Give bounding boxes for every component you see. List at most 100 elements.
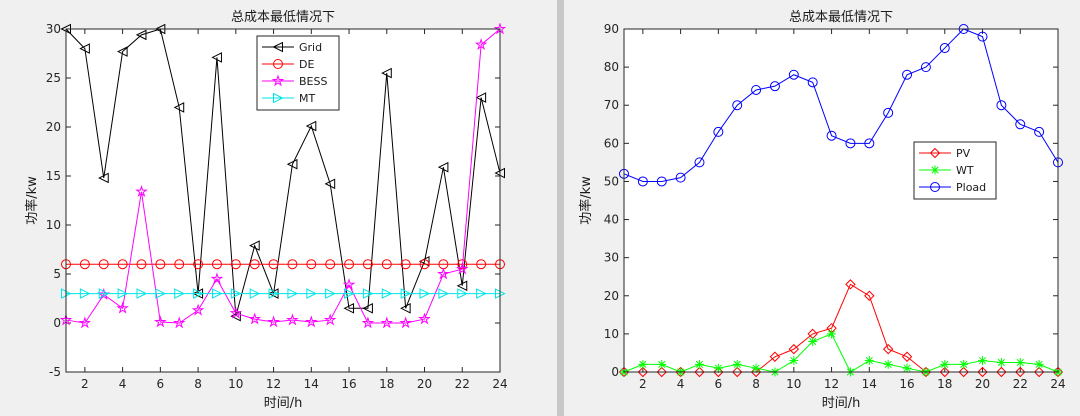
x-tick-label: 22: [455, 377, 470, 391]
y-tick-label: 10: [46, 218, 61, 232]
series-pv-point: [958, 366, 969, 378]
series-mt-point: [174, 288, 185, 299]
legend-label: Grid: [299, 41, 322, 54]
series-grid-point: [400, 302, 411, 314]
x-tick-label: 6: [157, 377, 165, 391]
x-tick-label: 8: [752, 377, 760, 391]
legend-label: PV: [956, 147, 971, 160]
legend: Grid DE BESS MT: [256, 35, 340, 111]
y-tick-label: 5: [53, 267, 61, 281]
series-wt-point: [902, 363, 912, 373]
x-tick-label: 16: [341, 377, 356, 391]
legend-label: BESS: [299, 75, 327, 88]
legend-item-mt: MT: [262, 92, 315, 105]
series-de-point: [419, 259, 430, 270]
axes-box: [65, 28, 501, 373]
series-pv-point: [845, 279, 856, 290]
series-de-point: [362, 259, 373, 270]
x-tick-label: 18: [379, 377, 394, 391]
series-grid-point: [230, 310, 241, 322]
x-tick-label: 22: [1013, 377, 1028, 391]
series-mt-point: [325, 288, 336, 299]
x-tick-label: 6: [715, 377, 723, 391]
series-pload-point: [788, 69, 799, 80]
series-bess-point: [154, 315, 167, 328]
series-pv-point: [788, 343, 800, 355]
series-pload-point: [1015, 119, 1026, 130]
legend-marker: [273, 59, 283, 69]
series-mt-point: [419, 288, 431, 299]
legend-label: MT: [299, 92, 315, 105]
legend-marker: [271, 74, 285, 87]
series-de-point: [306, 259, 317, 270]
x-axis-label: 时间/h: [264, 396, 303, 411]
series-bess-point: [455, 262, 469, 275]
series-grid-line: [65, 28, 501, 317]
x-tick-label: 12: [824, 377, 839, 391]
series-grid-point: [79, 43, 90, 54]
y-tick-label: 15: [46, 169, 61, 183]
y-tick-label: 0: [611, 365, 619, 379]
series-mt-point: [268, 288, 280, 299]
series-mt-point: [79, 288, 91, 299]
series-pload-point: [996, 100, 1007, 111]
series-grid-point: [116, 46, 128, 57]
x-tick-label: 4: [119, 377, 127, 391]
series-grid-point: [286, 158, 298, 170]
chart-right: 2 4 6 8 10 12 14 16 18 20 22 240102030405060708090总…: [564, 0, 1080, 416]
x-tick-label: 2: [639, 377, 647, 391]
series-mt-point: [136, 288, 148, 299]
series-mt-point: [230, 288, 242, 299]
series-bess-point: [248, 312, 262, 325]
series-pv-point: [732, 366, 743, 378]
y-axis-label: 功率/kw: [578, 176, 594, 225]
y-tick-label: 80: [604, 60, 619, 74]
series-bess-point: [78, 316, 92, 329]
series-bess-point: [361, 316, 375, 329]
series-pv-point: [901, 351, 913, 362]
series-mt-point: [306, 288, 317, 299]
series-pload-line: [623, 28, 1059, 182]
series-mt-point: [381, 288, 393, 299]
series-pload-point: [977, 31, 988, 42]
series-bess-point: [399, 316, 412, 329]
y-axis-label: 功率/kw: [24, 176, 40, 225]
series-pv-point: [996, 366, 1007, 378]
series-mt-point: [362, 288, 374, 299]
y-tick-label: 20: [46, 120, 61, 134]
series-wt-point: [789, 356, 799, 366]
legend-item-grid: Grid: [262, 41, 322, 54]
series-grid-point: [362, 302, 373, 314]
y-tick-label: 50: [604, 174, 619, 188]
series-bess-point: [474, 38, 488, 51]
series-pload-point: [751, 84, 762, 95]
x-tick-label: 24: [1050, 377, 1065, 391]
series-de-point: [325, 259, 336, 270]
x-tick-label: 20: [975, 377, 990, 391]
series-mt-point: [249, 288, 261, 299]
series-bess-point: [323, 313, 337, 326]
x-tick-label: 20: [417, 377, 432, 391]
y-tick-label: 60: [604, 136, 619, 150]
series-wt-point: [996, 357, 1006, 367]
legend-item-bess: BESS: [262, 74, 327, 88]
series-pload-point: [694, 157, 705, 168]
series-mt-point: [193, 288, 204, 299]
series-mt: [61, 288, 506, 299]
legend-item-pv: PV: [919, 147, 971, 160]
series-mt-point: [117, 288, 129, 299]
series-de-point: [249, 259, 260, 270]
series-pload-point: [656, 176, 667, 187]
series-pv-point: [769, 351, 781, 362]
series-mt-point: [98, 288, 110, 299]
series-mt-point: [344, 288, 355, 299]
series-pload-point: [732, 100, 743, 111]
series-grid-point: [173, 102, 185, 113]
series-grid-point: [456, 280, 468, 292]
series-pv-point: [637, 366, 649, 378]
series-pv-point: [1015, 366, 1026, 378]
series-grid-point: [475, 92, 487, 103]
y-tick-label: 0: [53, 316, 61, 330]
series-pload-point: [769, 81, 780, 92]
series-bess-point: [116, 301, 129, 314]
